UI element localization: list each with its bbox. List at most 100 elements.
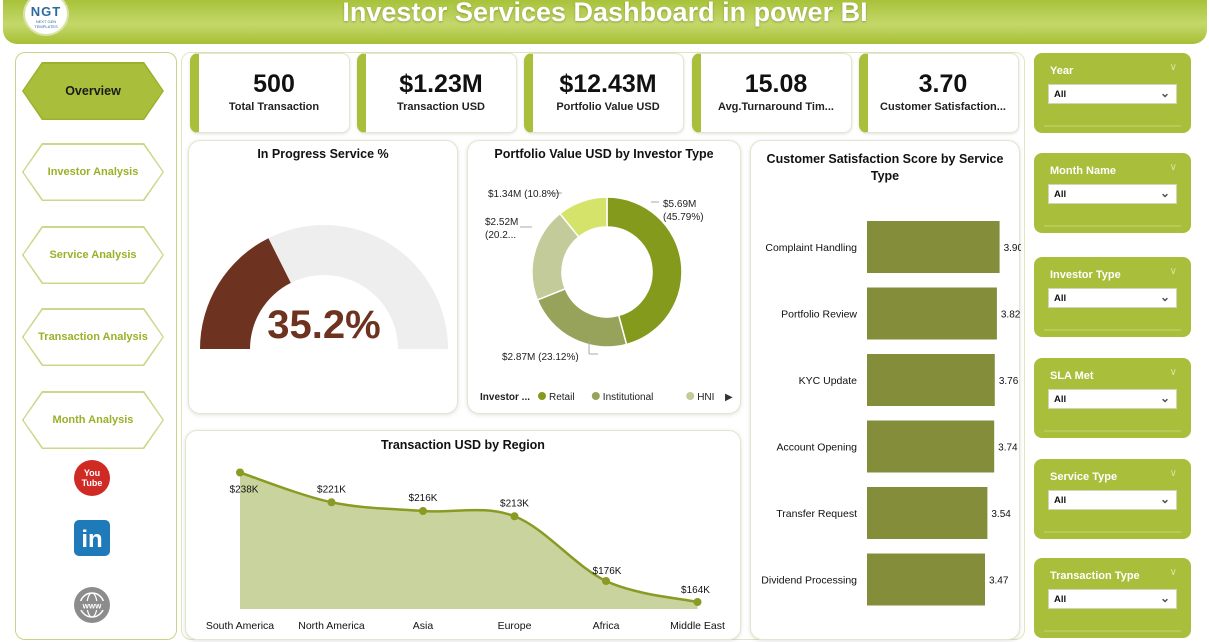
- legend-item-institutional[interactable]: Institutional: [603, 392, 654, 403]
- nav-item-label: Investor Analysis: [23, 144, 163, 200]
- bar-value-label: 3.54: [991, 509, 1011, 520]
- kpi-label: Total Transaction: [228, 101, 320, 113]
- legend-item-hni[interactable]: HNI: [697, 392, 714, 403]
- slicer-sla-met[interactable]: SLA Met ∨ All ⌄: [1034, 358, 1191, 438]
- chevron-down-icon[interactable]: ∨: [1169, 266, 1177, 277]
- globe-icon[interactable]: www: [73, 586, 111, 624]
- kpi-value: $1.23M: [399, 70, 483, 98]
- slicer-investor-type[interactable]: Investor Type ∨ All ⌄: [1034, 257, 1191, 337]
- chevron-down-icon[interactable]: ⌄: [1159, 86, 1170, 100]
- page-title: Investor Services Dashboard in power BI: [342, 0, 868, 27]
- bar-value-label: 3.76: [999, 376, 1019, 387]
- area-point[interactable]: [693, 598, 702, 606]
- nav-item-service-analysis[interactable]: Service Analysis: [22, 226, 164, 284]
- area-point[interactable]: [419, 507, 427, 515]
- nav-item-label: Month Analysis: [23, 392, 163, 448]
- slicer-service-type[interactable]: Service Type ∨ All ⌄: [1034, 459, 1191, 539]
- donut-label-retail-pct: (45.79%): [663, 212, 704, 223]
- nav-item-investor-analysis[interactable]: Investor Analysis: [22, 143, 164, 201]
- bar-value-label: 3.47: [989, 576, 1009, 587]
- kpi-portfolio-value: $12.43M Portfolio Value USD: [524, 53, 684, 133]
- slicer-divider: [1044, 225, 1181, 227]
- linkedin-icon[interactable]: in: [73, 519, 111, 557]
- legend-item-retail[interactable]: Retail: [549, 392, 575, 403]
- area-category-label: South America: [206, 620, 274, 632]
- donut-slice-institutional[interactable]: [536, 287, 628, 348]
- nav-item-label: Overview: [23, 63, 163, 119]
- chevron-down-icon[interactable]: ⌄: [1159, 492, 1170, 506]
- company-logo: NGT NEXT GEN TEMPLATES: [23, 0, 69, 36]
- slicer-dropdown[interactable]: All ⌄: [1048, 389, 1177, 409]
- donut-label-hni: $2.52M: [485, 217, 518, 228]
- bar-category-label: KYC Update: [799, 375, 858, 387]
- bar-portfolio-review[interactable]: [867, 287, 997, 340]
- youtube-icon[interactable]: You Tube: [73, 459, 111, 497]
- slicer-title: Transaction Type: [1050, 570, 1140, 582]
- slicer-value: All: [1054, 89, 1067, 100]
- gauge-chart: 35.2%: [200, 225, 448, 349]
- chevron-down-icon[interactable]: ⌄: [1159, 290, 1170, 304]
- area-point[interactable]: [602, 577, 610, 585]
- area-chart-title: Transaction USD by Region: [381, 438, 545, 452]
- bar-account-opening[interactable]: [867, 420, 995, 473]
- nav-item-overview[interactable]: Overview: [22, 62, 164, 120]
- logo-text: NGT: [30, 4, 62, 19]
- youtube-text-bottom: Tube: [82, 478, 103, 488]
- bar-transfer-request[interactable]: [867, 487, 988, 539]
- donut-slice-retail[interactable]: [606, 196, 683, 346]
- youtube-text-top: You: [84, 468, 100, 478]
- bar-kyc-update[interactable]: [867, 354, 995, 406]
- chevron-down-icon[interactable]: ⌄: [1159, 186, 1170, 200]
- bar-complaint-handling[interactable]: [867, 221, 1000, 273]
- kpi-value: $12.43M: [559, 70, 657, 98]
- legend-next-icon[interactable]: ▶: [725, 392, 733, 403]
- bar-category-label: Account Opening: [776, 442, 857, 454]
- area-category-label: North America: [298, 620, 365, 632]
- chevron-down-icon[interactable]: ∨: [1169, 367, 1177, 378]
- logo-subtext: NEXT GEN TEMPLATES: [34, 19, 58, 29]
- donut-label-retail: $5.69M: [663, 199, 696, 210]
- gauge-value-label: 35.2%: [267, 303, 380, 347]
- area-category-label: Africa: [593, 620, 620, 632]
- slicer-dropdown[interactable]: All ⌄: [1048, 288, 1177, 308]
- area-category-label: Europe: [498, 620, 532, 632]
- gauge-card: In Progress Service % 35.2%: [188, 140, 458, 414]
- area-point[interactable]: [510, 512, 519, 521]
- slicer-year[interactable]: Year ∨ All ⌄: [1034, 53, 1191, 133]
- nav-item-transaction-analysis[interactable]: Transaction Analysis: [22, 308, 164, 366]
- nav-item-label: Transaction Analysis: [23, 309, 163, 365]
- kpi-value: 3.70: [918, 70, 968, 98]
- chevron-down-icon[interactable]: ∨: [1169, 62, 1177, 73]
- donut-card: Portfolio Value USD by Investor Type $5.…: [467, 140, 741, 414]
- bar-category-label: Dividend Processing: [761, 575, 857, 587]
- chevron-down-icon[interactable]: ∨: [1169, 162, 1177, 173]
- slicer-transaction-type[interactable]: Transaction Type ∨ All ⌄: [1034, 558, 1191, 638]
- donut-legend-title: Investor ...: [480, 392, 530, 403]
- bar-category-label: Complaint Handling: [765, 242, 857, 254]
- legend-marker: [538, 392, 546, 400]
- nav-item-month-analysis[interactable]: Month Analysis: [22, 391, 164, 449]
- slicer-title: Investor Type: [1050, 269, 1121, 281]
- chevron-down-icon[interactable]: ∨: [1169, 567, 1177, 578]
- area-chart-card: Transaction USD by Region $238K South Ame…: [185, 430, 741, 640]
- slicer-value: All: [1054, 293, 1067, 304]
- area-category-label: Asia: [413, 620, 434, 632]
- chevron-down-icon[interactable]: ⌄: [1159, 591, 1170, 605]
- header-bar: NGT NEXT GEN TEMPLATES Investor Services…: [3, 0, 1207, 44]
- donut-slice-other[interactable]: [558, 196, 608, 239]
- slicer-dropdown[interactable]: All ⌄: [1048, 589, 1177, 609]
- slicer-divider: [1044, 531, 1181, 533]
- kpi-label: Avg.Turnaround Tim...: [718, 101, 834, 113]
- slicer-month-name[interactable]: Month Name ∨ All ⌄: [1034, 153, 1191, 233]
- area-point[interactable]: [327, 498, 336, 507]
- slicer-dropdown[interactable]: All ⌄: [1048, 490, 1177, 510]
- bar-dividend-processing[interactable]: [867, 553, 985, 606]
- chevron-down-icon[interactable]: ∨: [1169, 468, 1177, 479]
- slicer-value: All: [1054, 189, 1067, 200]
- slicer-dropdown[interactable]: All ⌄: [1048, 184, 1177, 204]
- donut-label-institutional: $2.87M (23.12%): [502, 352, 579, 363]
- area-value-label: $176K: [593, 566, 622, 577]
- chevron-down-icon[interactable]: ⌄: [1159, 391, 1170, 405]
- slicer-dropdown[interactable]: All ⌄: [1048, 84, 1177, 104]
- area-point[interactable]: [236, 468, 244, 477]
